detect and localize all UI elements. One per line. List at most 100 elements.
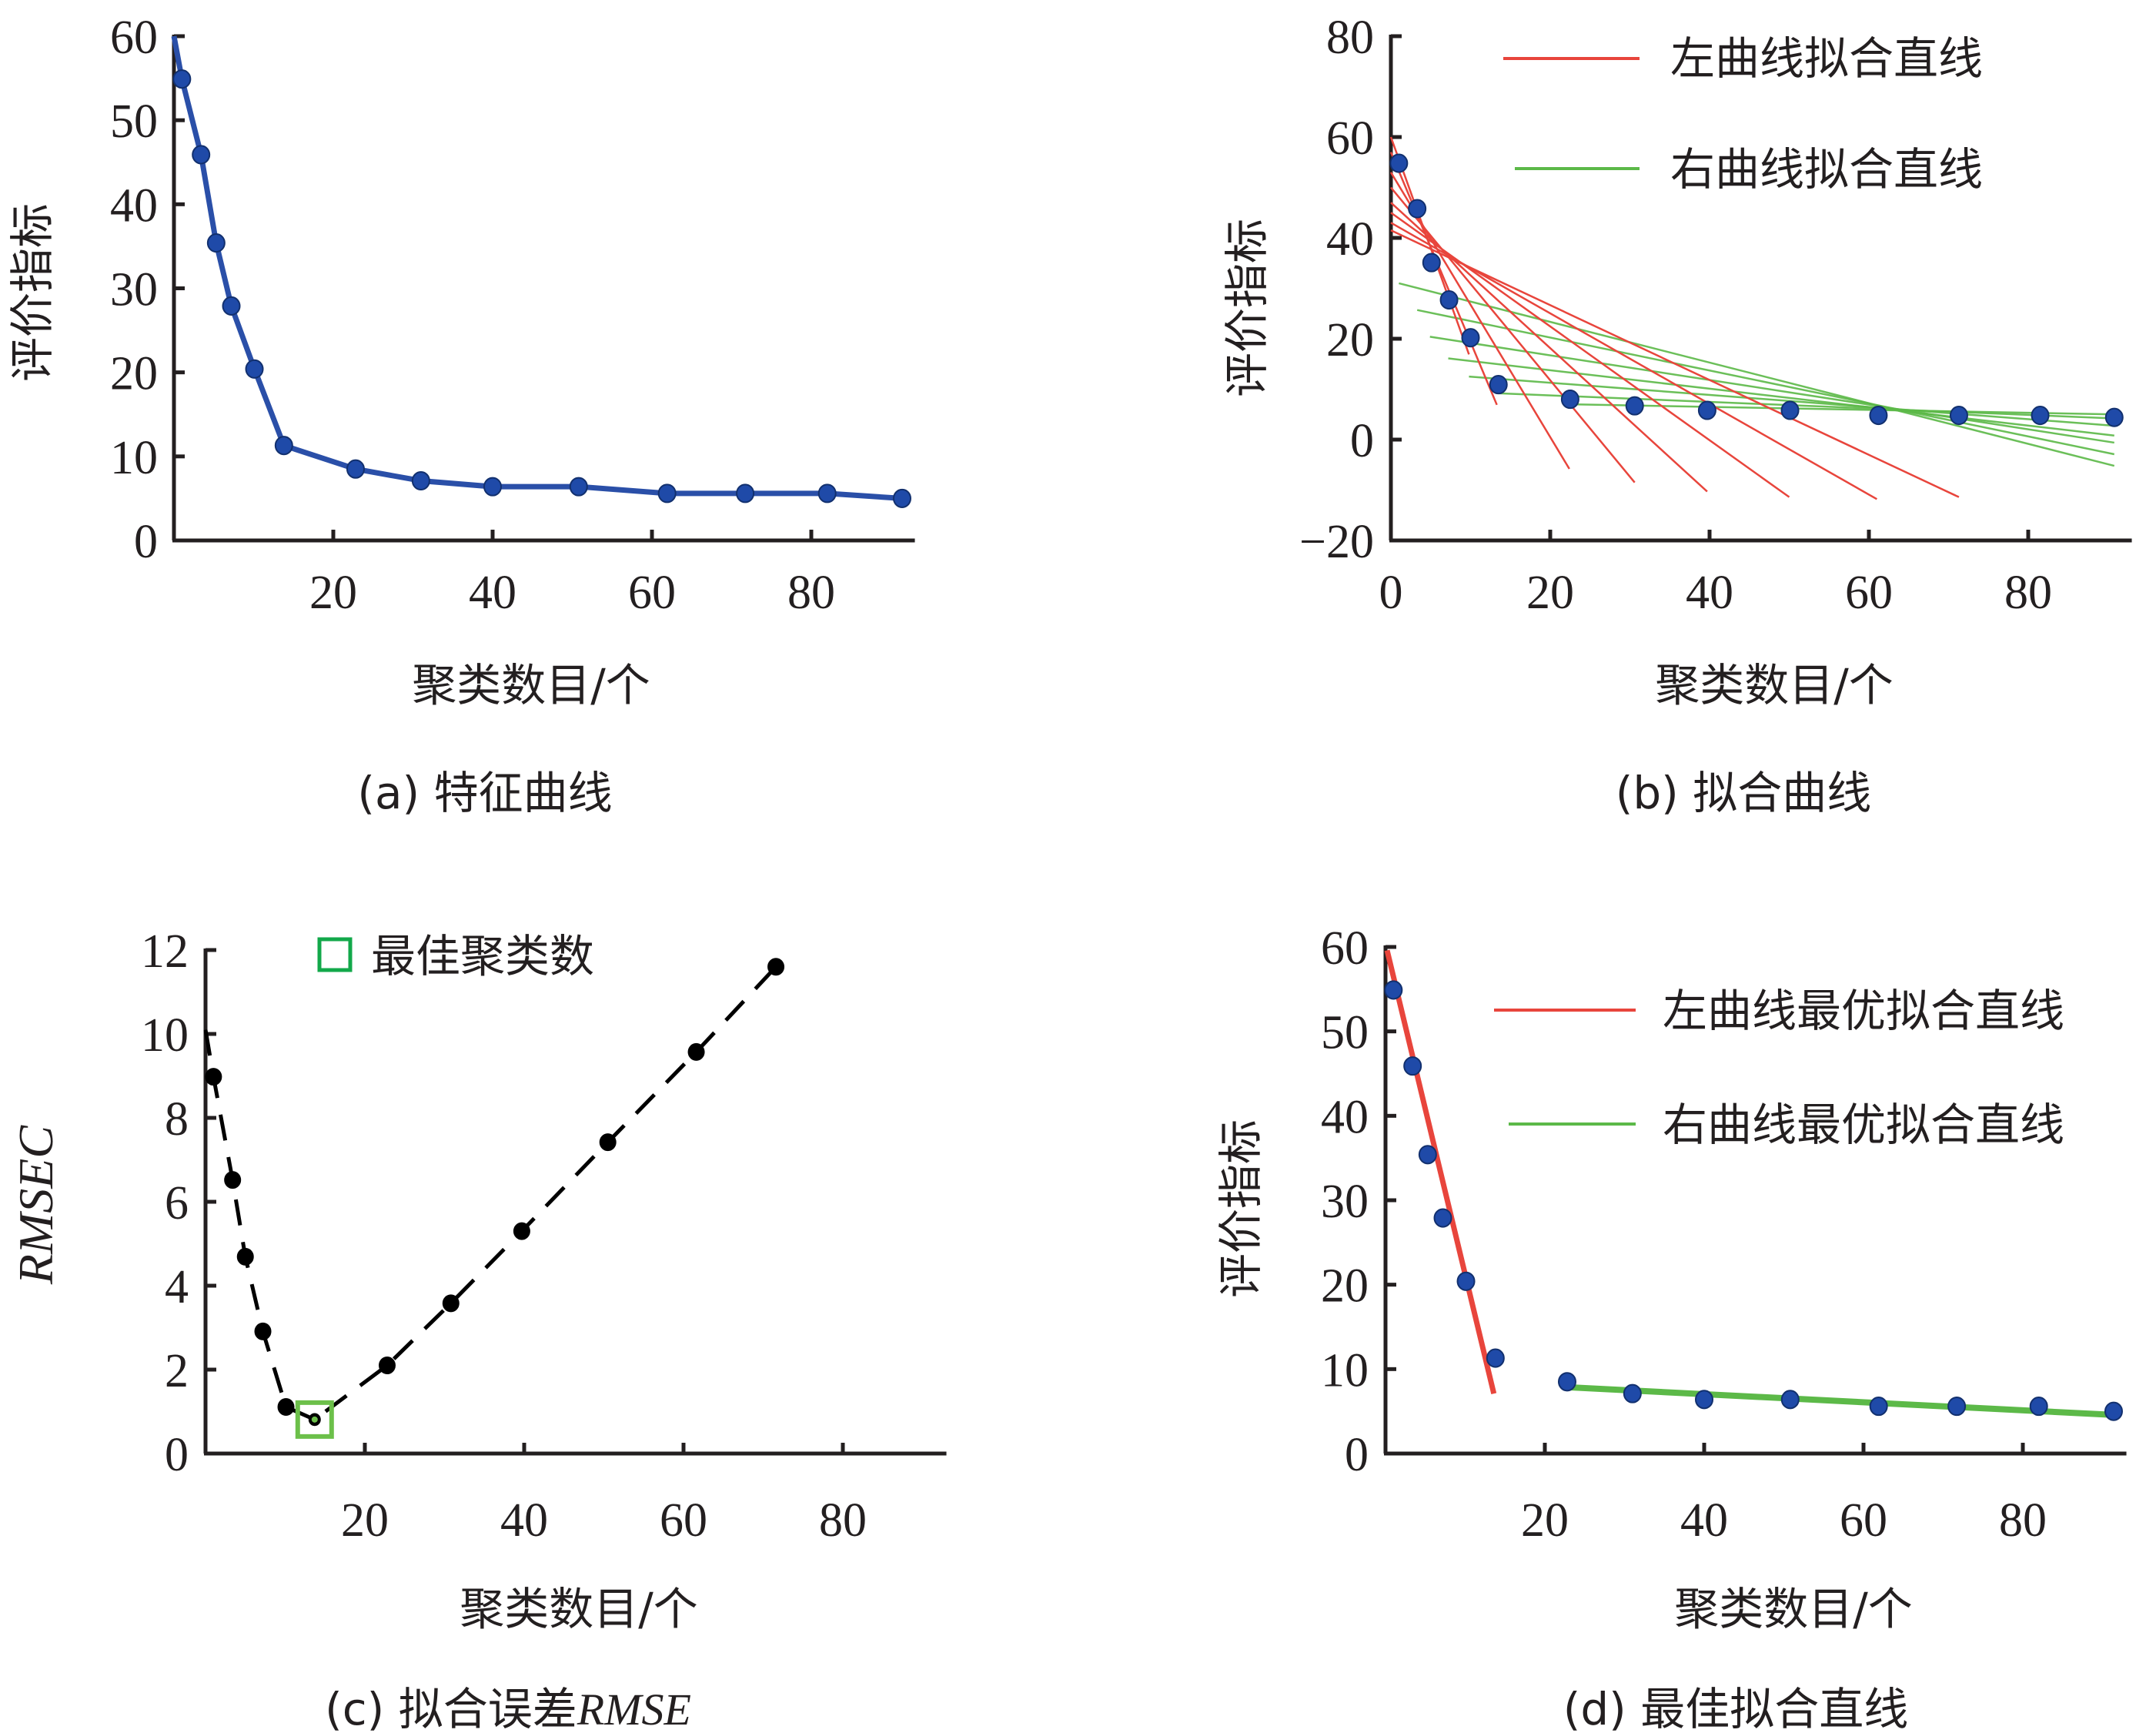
panel-d-caption: (d) 最佳拟合直线 <box>1563 1683 1909 1733</box>
panel-c-data-point <box>767 958 785 976</box>
panel-c-data-point <box>442 1294 460 1313</box>
legend-best-cluster-square <box>317 937 353 972</box>
panel-b-data-point <box>1439 290 1459 310</box>
panel-d-xtick-label: 20 <box>1521 1494 1569 1547</box>
legend-right-best-label: 右曲线最优拟合直线 <box>1663 1099 2064 1151</box>
panel-d-data-point <box>2029 1397 2048 1417</box>
panel-b-xtick-label: 0 <box>1379 567 1403 619</box>
panel-b-data-point <box>1625 396 1644 416</box>
panel-b-right-fit-line <box>1399 282 2115 467</box>
panel-a-data-point <box>172 69 192 89</box>
panel-a-xtick-label: 80 <box>787 567 835 619</box>
panel-c-ytick-label: 4 <box>165 1261 189 1313</box>
panel-a-data-point <box>192 145 211 165</box>
panel-d-ytick-label: 50 <box>1321 1007 1369 1059</box>
panel-d-ytick-label: 0 <box>1345 1429 1369 1481</box>
panel-b-data-point <box>1697 400 1716 420</box>
panel-b-ytick-label: −20 <box>1299 516 1374 568</box>
panel-c-best-marker-box <box>295 1400 334 1439</box>
panel-c-data-point <box>205 1068 222 1086</box>
panel-d-ytick-label: 30 <box>1321 1176 1369 1228</box>
panel-a-series-line <box>171 35 903 501</box>
panel-d-right-best-line <box>1567 1383 2115 1418</box>
panel-c-fitting-error: 0 2 4 6 8 10 12 20 40 60 80 最佳聚类数 聚类数目/个 RMSEC (c)… <box>8 925 947 1733</box>
panel-b-data-point <box>2031 406 2050 426</box>
panel-d-ytick-label: 60 <box>1321 922 1369 975</box>
panel-b-data-point <box>1560 390 1579 410</box>
panel-b-xtick-label: 80 <box>2004 567 2052 619</box>
panel-a-data-point <box>483 477 502 497</box>
panel-a-data-point <box>817 483 837 504</box>
panel-d-ytick-label: 40 <box>1321 1091 1369 1143</box>
panel-b-ylabel: 评价指标 <box>1221 219 1273 397</box>
panel-b-data-point <box>2104 407 2124 427</box>
panel-c-caption-text: (c) 拟合误差 <box>325 1683 577 1733</box>
panel-d-ytick-label: 20 <box>1321 1260 1369 1313</box>
panel-d-data-point <box>1433 1208 1452 1228</box>
panel-b-left-fit-line <box>1390 229 1960 498</box>
panel-b-caption: (b) 拟合曲线 <box>1616 767 1872 819</box>
panel-a-xtick-label: 60 <box>628 567 676 619</box>
panel-d-legend: 左曲线最优拟合直线 右曲线最优拟合直线 <box>1494 985 2064 1151</box>
panel-d-marks: 0 10 20 30 40 50 60 20 40 60 80 <box>1321 922 2127 1547</box>
panel-c-marks: 0 2 4 6 8 10 12 20 40 60 80 <box>141 925 947 1547</box>
panel-c-ytick-label: 12 <box>141 925 189 978</box>
panel-a-characteristic-curve: 0 10 20 30 40 50 60 20 40 60 80 聚类数目/个 评价指标 (a) 特征… <box>6 12 915 819</box>
panel-b-data-point <box>1422 253 1441 273</box>
panel-b-data-point <box>1780 400 1800 420</box>
panel-c-ytick-label: 10 <box>141 1009 189 1062</box>
panel-d-xtick-label: 40 <box>1680 1494 1728 1547</box>
panel-b-xtick-label: 20 <box>1526 567 1574 619</box>
panel-a-marks: 0 10 20 30 40 50 60 20 40 60 80 <box>110 12 915 619</box>
legend-right-fit-label: 右曲线拟合直线 <box>1670 143 1983 196</box>
legend-left-best-label: 左曲线最优拟合直线 <box>1663 985 2064 1037</box>
panel-d-data-point <box>1557 1372 1576 1392</box>
panel-d-data-point <box>2104 1401 2123 1421</box>
panel-a-xtick-label: 40 <box>469 567 516 619</box>
panel-b-ytick-label: 40 <box>1326 213 1374 266</box>
panel-c-data-point <box>513 1222 530 1240</box>
panel-a-data-point <box>245 359 264 379</box>
panel-b-data-point <box>1461 328 1480 348</box>
panel-d-data-point <box>1418 1145 1437 1165</box>
panel-b-left-fit-line <box>1389 172 1570 470</box>
panel-a-data-point <box>657 483 677 504</box>
panel-a-data-point <box>346 459 365 479</box>
panel-c-ytick-label: 6 <box>165 1177 189 1229</box>
panel-b-xtick-label: 60 <box>1845 567 1893 619</box>
panel-a-xtick-label: 20 <box>309 567 357 619</box>
panel-b-data-point <box>1869 406 1888 426</box>
panel-d-data-point <box>1869 1397 1888 1417</box>
panel-c-data-point <box>378 1357 396 1375</box>
panel-c-xtick-label: 20 <box>341 1494 389 1547</box>
panel-b-left-fit-line <box>1389 152 1498 406</box>
panel-b-data-point <box>1389 153 1409 173</box>
panel-a-ytick-label: 10 <box>110 432 158 484</box>
panel-d-xlabel: 聚类数目/个 <box>1674 1583 1913 1635</box>
panel-a-data-point <box>736 483 755 504</box>
panel-c-xtick-label: 40 <box>500 1494 548 1547</box>
panel-b-ytick-label: 20 <box>1326 314 1374 366</box>
panel-a-ylabel: 评价指标 <box>6 203 58 382</box>
panel-d-best-fit-lines: 0 10 20 30 40 50 60 20 40 60 80 左曲线最优拟合直线 右曲线最优拟合直… <box>1215 922 2127 1733</box>
panel-a-data-point <box>206 233 226 253</box>
panel-d-left-best-line <box>1384 949 1497 1394</box>
panel-c-data-point <box>599 1133 617 1152</box>
panel-b-left-fit-line <box>1390 186 1636 483</box>
panel-a-data-point <box>274 436 293 456</box>
panel-c-data-point <box>236 1247 254 1266</box>
panel-a-ytick-label: 40 <box>110 179 158 232</box>
panel-d-ytick-label: 10 <box>1321 1344 1369 1397</box>
panel-a-ytick-label: 30 <box>110 264 158 316</box>
panel-d-data-point <box>1695 1390 1713 1410</box>
panel-c-data-point <box>277 1398 295 1417</box>
panel-c-caption-italic: RMSE <box>577 1684 691 1733</box>
panel-c-ytick-label: 8 <box>165 1093 189 1146</box>
panel-c-data-point <box>687 1042 705 1061</box>
panel-b-left-fit-line <box>1390 212 1790 498</box>
panel-b-right-fit-line <box>1496 392 2114 420</box>
panel-d-data-point <box>1623 1383 1642 1403</box>
